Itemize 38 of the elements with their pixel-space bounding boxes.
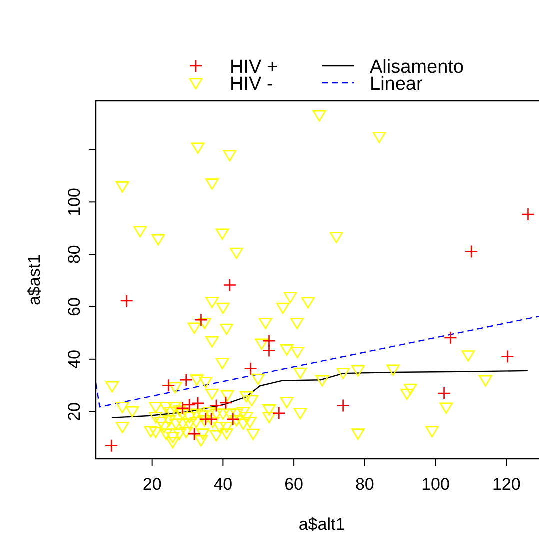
point <box>244 362 258 376</box>
x-tick-label: 60 <box>284 475 304 494</box>
point <box>176 402 190 416</box>
point <box>464 245 478 258</box>
x-tick-label: 100 <box>422 475 450 494</box>
point <box>204 412 218 426</box>
point <box>336 399 350 412</box>
x-tick-label: 120 <box>492 475 521 494</box>
point <box>272 406 286 420</box>
point <box>194 313 208 327</box>
point <box>438 386 451 400</box>
y-tick-label: 80 <box>65 245 84 264</box>
x-tick-label: 20 <box>142 475 162 494</box>
point <box>219 396 233 410</box>
y-axis-title: a$ast1 <box>25 254 44 306</box>
point <box>223 278 237 292</box>
point <box>262 344 276 358</box>
point <box>104 439 118 453</box>
x-axis-title: a$alt1 <box>298 515 346 534</box>
point <box>501 350 514 364</box>
legend-label: Linear <box>370 74 424 95</box>
point <box>262 334 276 348</box>
x-tick-label: 40 <box>214 475 233 494</box>
point <box>120 294 134 308</box>
y-tick-label: 60 <box>65 298 84 316</box>
point <box>226 412 240 426</box>
y-tick-label: 40 <box>65 350 84 369</box>
point <box>182 398 196 412</box>
point <box>210 399 224 412</box>
point <box>188 427 202 441</box>
point <box>191 396 205 410</box>
point <box>162 378 176 392</box>
y-tick-label: 20 <box>65 402 84 422</box>
point <box>444 331 458 345</box>
point <box>180 373 193 387</box>
y-tick-label: 100 <box>65 188 84 216</box>
x-tick-label: 80 <box>355 475 374 494</box>
point <box>522 208 535 222</box>
